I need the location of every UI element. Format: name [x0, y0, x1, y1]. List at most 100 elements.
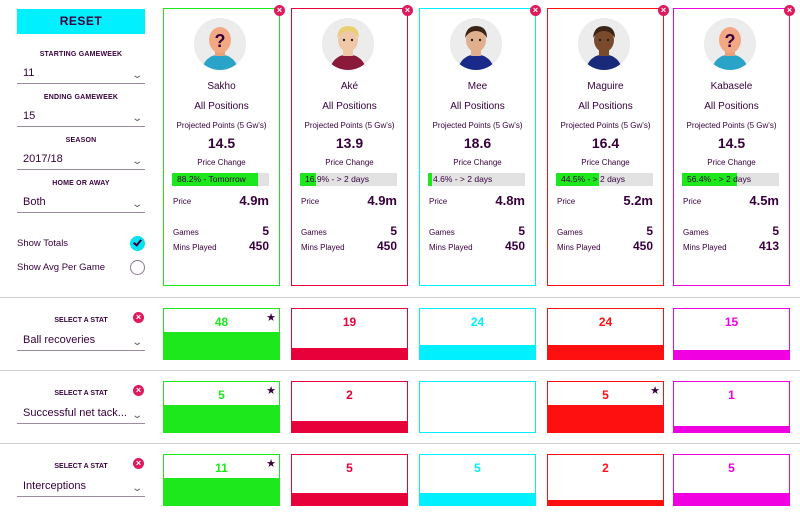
filters-sidebar: RESET STARTING GAMEWEEK 11 ⌄ ENDING GAME…: [0, 0, 160, 513]
price-change-text: 88.2% - Tomorrow: [177, 174, 246, 184]
remove-player-icon[interactable]: ×: [274, 5, 285, 16]
mins-played-value: 450: [632, 239, 653, 253]
stat-fill-bar: [548, 404, 663, 432]
season-select[interactable]: 2017/18 ⌄: [17, 148, 145, 170]
games-value: 5: [262, 224, 269, 238]
reset-button[interactable]: RESET: [17, 9, 145, 34]
price-label: Price: [429, 197, 448, 206]
star-icon: ★: [266, 385, 276, 397]
price-change-bar: 4.6% - > 2 days: [428, 173, 525, 186]
price-value: 5.2m: [623, 193, 653, 208]
mins-played-value: 450: [504, 239, 525, 253]
player-card: × Mee All Positions Projected Points (5 Gw'…: [419, 5, 541, 286]
price-change-text: 56.4% - > 2 days: [687, 174, 752, 184]
projected-points-label: Projected Points (5 Gw's): [176, 121, 267, 130]
price-change-bar: 56.4% - > 2 days: [682, 173, 779, 186]
remove-stat-icon[interactable]: ×: [133, 385, 144, 396]
price-change-label: Price Change: [581, 158, 630, 167]
ending-gameweek-value: 15: [23, 110, 36, 122]
row-divider: [0, 443, 800, 444]
row-divider: [0, 370, 800, 371]
stat-value: 19: [342, 315, 357, 329]
remove-stat-icon[interactable]: ×: [133, 458, 144, 469]
player-position: All Positions: [704, 101, 759, 112]
show-avg-option[interactable]: Show Avg Per Game: [17, 260, 147, 276]
stat-value-box: 11 ★: [163, 454, 280, 506]
stat-fill-bar: [420, 345, 535, 359]
price-label: Price: [683, 197, 702, 206]
games-value: 5: [772, 224, 779, 238]
stat-select-1[interactable]: Ball recoveries ⌄: [17, 329, 145, 351]
stat-value-box: 15: [673, 308, 790, 360]
stat-value-box: 19: [291, 308, 408, 360]
starting-gameweek-label: STARTING GAMEWEEK: [39, 51, 123, 58]
stat-value: 2: [346, 388, 353, 402]
stat-value: 5: [474, 461, 481, 475]
chevron-down-icon: ⌄: [130, 410, 143, 421]
games-label: Games: [557, 228, 583, 237]
price-change-label: Price Change: [453, 158, 502, 167]
mins-played-label: Mins Played: [429, 243, 473, 252]
projected-points-label: Projected Points (5 Gw's): [432, 121, 523, 130]
starting-gameweek-select[interactable]: 11 ⌄: [17, 62, 145, 84]
home-away-value: Both: [23, 196, 46, 208]
games-label: Games: [173, 228, 199, 237]
games-value: 5: [646, 224, 653, 238]
price-label: Price: [301, 197, 320, 206]
price-change-fill: [300, 173, 317, 186]
home-away-label: HOME OR AWAY: [52, 180, 110, 187]
price-value: 4.8m: [495, 193, 525, 208]
price-change-fill: [556, 173, 600, 186]
stat-value: 2: [602, 461, 609, 475]
stat-select-value: Interceptions: [23, 480, 86, 492]
price-label: Price: [557, 197, 576, 206]
stat-fill-bar: [548, 345, 663, 359]
stat-select-3[interactable]: Interceptions ⌄: [17, 475, 145, 497]
player-name: Maguire: [587, 81, 624, 92]
show-totals-radio[interactable]: [130, 236, 145, 251]
row-divider: [0, 297, 800, 298]
price-change-fill: [428, 173, 433, 186]
stat-value: 11: [215, 461, 228, 475]
player-avatar: [322, 18, 374, 70]
stat-fill-bar: [292, 492, 407, 505]
projected-points-label: Projected Points (5 Gw's): [560, 121, 651, 130]
ending-gameweek-select[interactable]: 15 ⌄: [17, 105, 145, 127]
home-away-select[interactable]: Both ⌄: [17, 191, 145, 213]
price-change-text: 4.6% - > 2 days: [433, 174, 493, 184]
games-value: 5: [390, 224, 397, 238]
show-totals-option[interactable]: Show Totals: [17, 236, 147, 252]
season-value: 2017/18: [23, 153, 63, 165]
stat-value: 24: [598, 315, 613, 329]
chevron-down-icon: ⌄: [130, 483, 143, 494]
stat-fill-bar: [164, 477, 279, 505]
mins-played-label: Mins Played: [557, 243, 601, 252]
price-value: 4.5m: [749, 193, 779, 208]
ending-gameweek-label: ENDING GAMEWEEK: [43, 94, 119, 101]
stat-select-2[interactable]: Successful net tack... ⌄: [17, 402, 145, 424]
player-card: ×? Sakho All Positions Projected Points (5 …: [163, 5, 285, 286]
chevron-down-icon: ⌄: [130, 113, 143, 124]
stat-value-box: 5 ★: [547, 381, 664, 433]
remove-player-icon[interactable]: ×: [658, 5, 669, 16]
remove-player-icon[interactable]: ×: [402, 5, 413, 16]
projected-points-value: 14.5: [717, 135, 746, 151]
remove-stat-icon[interactable]: ×: [133, 312, 144, 323]
remove-player-icon[interactable]: ×: [784, 5, 795, 16]
projected-points-label: Projected Points (5 Gw's): [686, 121, 777, 130]
show-avg-radio[interactable]: [130, 260, 145, 275]
svg-text:?: ?: [215, 31, 226, 51]
stat-value: 5: [728, 461, 735, 475]
games-value: 5: [518, 224, 525, 238]
stat-fill-bar: [164, 331, 279, 359]
player-name: Sakho: [207, 81, 236, 92]
remove-player-icon[interactable]: ×: [530, 5, 541, 16]
price-value: 4.9m: [239, 193, 269, 208]
mins-played-label: Mins Played: [683, 243, 727, 252]
stat-value: 5: [602, 388, 609, 402]
stat-select-value: Successful net tack...: [23, 407, 127, 419]
player-position: All Positions: [450, 101, 505, 112]
price-change-text: 44.5% - > 2 days: [561, 174, 626, 184]
star-icon: ★: [650, 385, 660, 397]
starting-gameweek-value: 11: [23, 67, 35, 79]
